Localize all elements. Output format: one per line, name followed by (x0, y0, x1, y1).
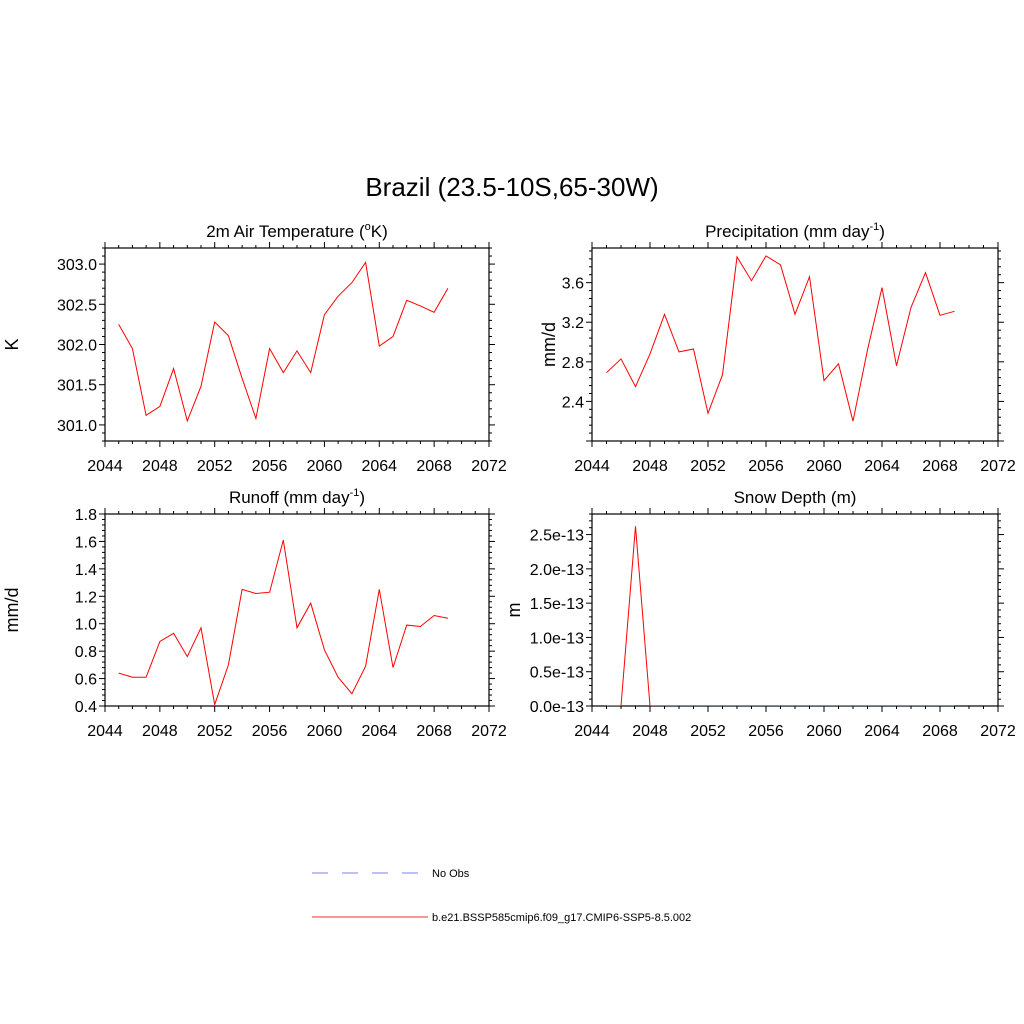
y-axis-label: mm/d (2, 588, 22, 633)
y-tick-label: 1.5e-13 (530, 596, 584, 613)
panel-title-superscript: -1 (350, 487, 360, 499)
chart-panel-1: 2044 2048 2052 2056 2060 2064 2068 2072 301.0 301… (2, 221, 507, 475)
y-axis-label: m (504, 603, 524, 618)
legend-label-2: b.e21.BSSP585cmip6.f09_g17.CMIP6-SSP5-8.… (432, 912, 691, 924)
y-tick-label: 302.5 (57, 297, 97, 314)
series-line (118, 539, 448, 706)
panel-title: Snow Depth (m) (734, 488, 857, 507)
panel-title-end: ) (879, 222, 885, 241)
y-tick-label: 0.6 (75, 672, 97, 689)
legend: No Obs b.e21.BSSP585cmip6.f09_g17.CMIP6-S… (312, 868, 691, 924)
panel-title-main: Snow Depth (m) (734, 488, 857, 507)
y-tick-label: 1.4 (75, 562, 97, 579)
x-tick-label: 2048 (142, 458, 178, 475)
plot-frame (591, 247, 999, 442)
figure-title: Brazil (23.5-10S,65-30W) (365, 172, 658, 202)
legend-label-1: No Obs (432, 868, 470, 880)
x-tick-label: 2052 (197, 723, 233, 740)
panel-title-main: Runoff (mm day (229, 488, 350, 507)
x-tick-label: 2064 (361, 458, 397, 475)
x-tick-label: 2044 (574, 458, 610, 475)
x-tick-label: 2056 (252, 723, 288, 740)
y-tick-label: 1.0 (75, 617, 97, 634)
x-tick-label: 2048 (632, 458, 668, 475)
x-tick-label: 2056 (252, 458, 288, 475)
panel-title-end: K) (371, 222, 388, 241)
panels-group: 2044 2048 2052 2056 2060 2064 2068 2072 301.0 301… (2, 221, 1016, 740)
x-tick-label: 2068 (416, 458, 452, 475)
panel-title: Precipitation (mm day-1) (705, 221, 885, 241)
x-tick-label: 2064 (864, 723, 900, 740)
x-tick-label: 2044 (574, 723, 610, 740)
y-tick-label: 301.5 (57, 378, 97, 395)
panel-title-superscript: -1 (869, 221, 879, 233)
x-tick-label: 2044 (87, 458, 123, 475)
x-tick-label: 2064 (864, 458, 900, 475)
y-tick-label: 303.0 (57, 257, 97, 274)
y-tick-label: 0.5e-13 (530, 665, 584, 682)
x-tick-label: 2052 (197, 458, 233, 475)
chart-panel-2: 2044 2048 2052 2056 2060 2064 2068 2072 2.4 2.8 3.… (539, 221, 1016, 475)
panel-title-main: 2m Air Temperature ( (206, 222, 365, 241)
x-tick-label: 2048 (142, 723, 178, 740)
y-tick-label: 2.5e-13 (530, 528, 584, 545)
x-tick-label: 2052 (690, 723, 726, 740)
x-tick-label: 2056 (748, 723, 784, 740)
x-tick-label: 2060 (307, 723, 343, 740)
chart-panel-3: 2044 2048 2052 2056 2060 2064 2068 2072 0.4 0.6 0.… (2, 487, 507, 740)
y-tick-label: 301.0 (57, 418, 97, 435)
series-line (606, 255, 955, 422)
y-tick-label: 1.0e-13 (530, 630, 584, 647)
y-tick-label: 2.0e-13 (530, 562, 584, 579)
x-tick-label: 2044 (87, 723, 123, 740)
y-tick-label: 0.0e-13 (530, 699, 584, 716)
y-tick-label: 1.6 (75, 534, 97, 551)
x-tick-label: 2068 (922, 458, 958, 475)
y-tick-label: 2.8 (562, 355, 584, 372)
x-tick-label: 2056 (748, 458, 784, 475)
y-tick-label: 2.4 (562, 394, 584, 411)
chart-panel-4: 2044 2048 2052 2056 2060 2064 2068 2072 0.0e-13 0… (504, 488, 1016, 740)
panel-title: Runoff (mm day-1) (229, 487, 365, 507)
plot-frame (104, 247, 490, 442)
y-axis-label: K (2, 338, 22, 350)
series-line (118, 261, 449, 423)
x-tick-label: 2072 (471, 723, 507, 740)
y-tick-label: 1.2 (75, 589, 97, 606)
x-tick-label: 2048 (632, 723, 668, 740)
x-tick-label: 2064 (361, 723, 397, 740)
plot-frame (104, 513, 490, 707)
y-tick-label: 0.8 (75, 644, 97, 661)
x-tick-label: 2060 (806, 458, 842, 475)
y-tick-label: 3.2 (562, 315, 584, 332)
y-tick-label: 302.0 (57, 338, 97, 355)
y-tick-label: 0.4 (75, 699, 97, 716)
plot-frame (591, 513, 999, 707)
x-tick-label: 2060 (806, 723, 842, 740)
series-line (606, 526, 955, 706)
x-tick-label: 2068 (922, 723, 958, 740)
x-tick-label: 2068 (416, 723, 452, 740)
y-tick-label: 1.8 (75, 507, 97, 524)
y-tick-label: 3.6 (562, 276, 584, 293)
x-tick-label: 2072 (980, 723, 1016, 740)
panel-title-end: ) (359, 488, 365, 507)
x-tick-label: 2072 (980, 458, 1016, 475)
x-tick-label: 2052 (690, 458, 726, 475)
x-tick-label: 2072 (471, 458, 507, 475)
x-tick-label: 2060 (307, 458, 343, 475)
panel-title-main: Precipitation (mm day (705, 222, 870, 241)
panel-title-superscript: o (365, 221, 371, 233)
panel-title: 2m Air Temperature (oK) (206, 221, 388, 241)
y-axis-label: mm/d (539, 322, 559, 367)
